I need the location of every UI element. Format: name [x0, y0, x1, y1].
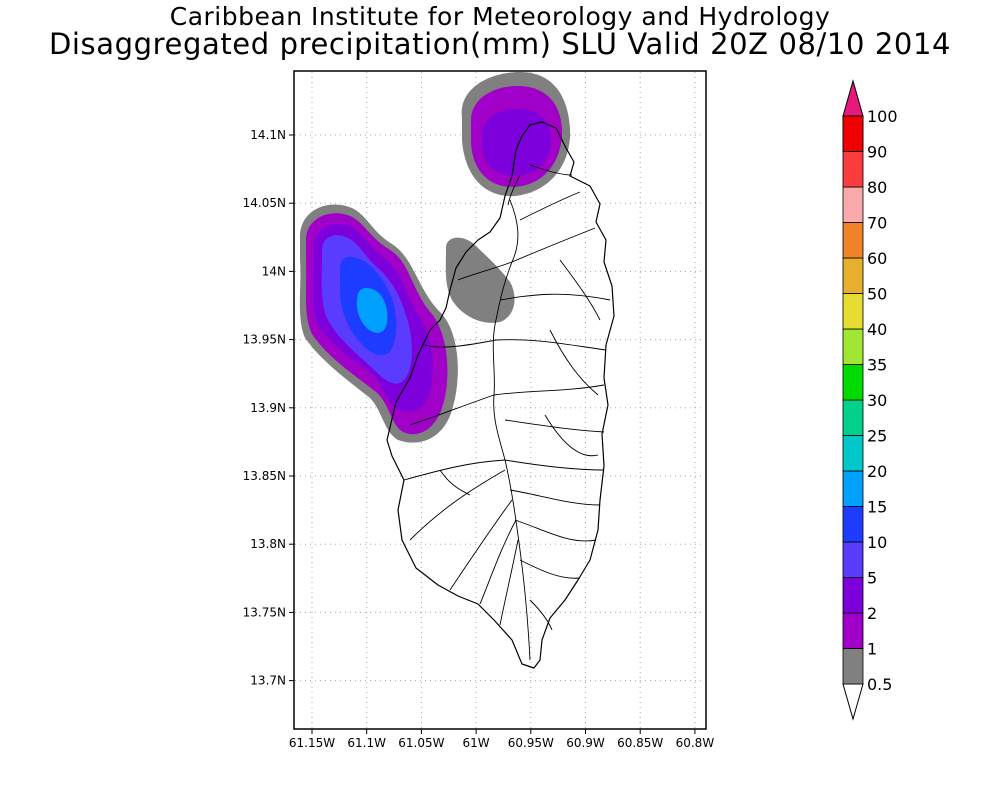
y-tick-label: 13.7N	[250, 674, 286, 688]
x-tick-label: 60.95W	[508, 736, 554, 750]
x-tick-label: 60.8W	[676, 736, 715, 750]
colorbar-swatch	[842, 328, 864, 365]
colorbar-swatch	[842, 435, 864, 472]
colorbar-label: 80	[867, 178, 887, 197]
colorbar-label: 100	[867, 107, 898, 126]
main-title: Caribbean Institute for Meteorology and …	[169, 2, 831, 31]
x-tick-label: 61.15W	[289, 736, 335, 750]
y-tick-label: 14N	[262, 264, 286, 278]
colorbar-label: 15	[867, 498, 887, 517]
colorbar-swatch	[842, 186, 864, 223]
watershed-boundaries	[403, 164, 611, 661]
colorbar-label: 10	[867, 533, 887, 552]
colorbar-swatch	[842, 612, 864, 649]
colorbar-label: 25	[867, 427, 887, 446]
y-tick-label: 13.75N	[243, 605, 286, 619]
precip-area-western-coast	[299, 204, 458, 443]
x-tick-label: 61W	[463, 736, 490, 750]
colorbar-swatch	[842, 577, 864, 614]
x-tick-label: 60.9W	[566, 736, 605, 750]
colorbar-label: 20	[867, 462, 887, 481]
y-tick-label: 13.95N	[243, 333, 286, 347]
x-axis-ticks: 61.15W 61.1W 61.05W 61W 60.95W 60.9W 60.85W 60.…	[289, 729, 714, 750]
map-frame	[293, 70, 707, 730]
x-tick-label: 61.1W	[347, 736, 386, 750]
precip-area-northern-tip	[461, 72, 571, 197]
y-tick-label: 14.05N	[243, 196, 286, 210]
colorbar-swatch	[842, 151, 864, 188]
y-axis-ticks: 14.1N 14.05N 14N 13.95N 13.9N 13.85N 13.8N 13.7…	[243, 128, 294, 688]
colorbar-swatch	[842, 222, 864, 259]
colorbar-label: 35	[867, 356, 887, 375]
colorbar-swatch	[842, 399, 864, 436]
colorbar-swatch	[842, 293, 864, 330]
colorbar-swatch	[842, 470, 864, 507]
y-tick-label: 14.1N	[250, 128, 286, 142]
y-tick-label: 13.8N	[250, 537, 286, 551]
colorbar-label: 5	[867, 569, 877, 588]
precip-area-central-inland	[445, 237, 515, 323]
x-tick-label: 61.05W	[398, 736, 444, 750]
x-tick-label: 60.85W	[617, 736, 663, 750]
colorbar-swatch	[842, 115, 864, 152]
colorbar-label: 90	[867, 143, 887, 162]
colorbar-label: 1	[867, 640, 877, 659]
y-tick-label: 13.9N	[250, 401, 286, 415]
colorbar-arrow-bottom	[842, 683, 864, 721]
colorbar-label: 60	[867, 249, 887, 268]
colorbar-label: 40	[867, 320, 887, 339]
colorbar-label: 2	[867, 604, 877, 623]
island-coastline	[386, 121, 615, 669]
colorbar-label: 30	[867, 391, 887, 410]
map-panel	[293, 70, 707, 730]
colorbar-label: 70	[867, 214, 887, 233]
colorbar-arrow-top	[842, 79, 864, 117]
map-subtitle: Disaggregated precipitation(mm) SLU Vali…	[48, 27, 952, 61]
colorbar-swatch	[842, 648, 864, 685]
colorbar-swatch	[842, 541, 864, 578]
y-tick-label: 13.85N	[243, 469, 286, 483]
colorbar-swatch	[842, 506, 864, 543]
colorbar-label: 50	[867, 285, 887, 304]
colorbar-swatch	[842, 364, 864, 401]
colorbar-label: 0.5	[867, 675, 892, 694]
colorbar-swatch	[842, 257, 864, 294]
island-saint-lucia	[386, 121, 615, 669]
